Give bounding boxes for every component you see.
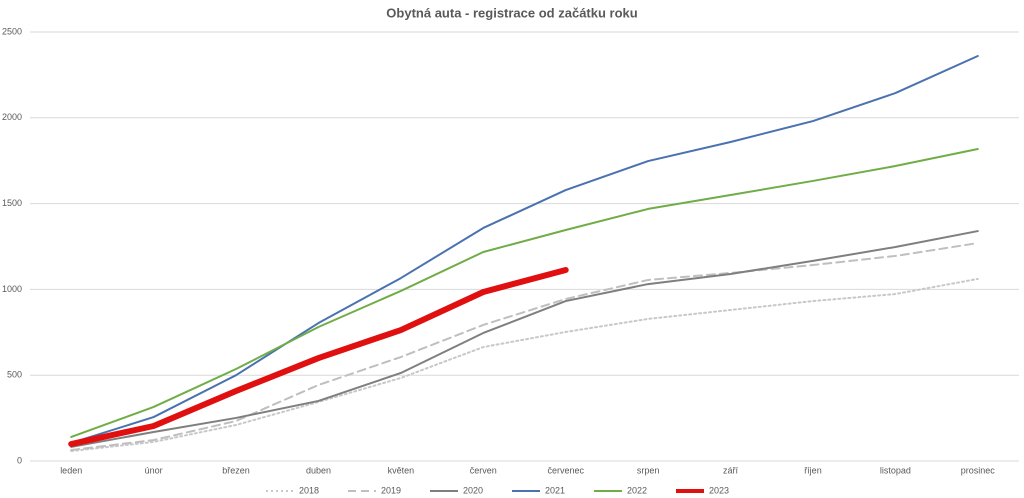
x-tick-label: červen [470,465,497,475]
legend-label: 2018 [299,485,319,495]
x-tick-label: březen [222,465,250,475]
series-line [70,148,979,438]
y-tick-label: 1000 [2,284,22,294]
x-tick-label: leden [60,465,82,475]
x-tick-label: listopad [880,465,911,475]
x-tick-label: únor [145,465,163,475]
series-line [70,230,979,448]
y-tick-label: 0 [17,455,22,465]
legend-label: 2020 [463,485,483,495]
x-tick-label: říjen [804,465,822,475]
x-tick-label: květen [388,465,415,475]
series-line [68,267,569,448]
series-line [70,242,979,452]
x-tick-label: duben [306,465,331,475]
legend-label: 2019 [381,485,401,495]
y-tick-label: 2500 [2,26,22,36]
legend-label: 2021 [545,485,565,495]
legend-label: 2023 [709,485,729,495]
y-tick-label: 2000 [2,112,22,122]
x-tick-label: září [723,465,739,475]
y-tick-label: 500 [7,370,22,380]
series-line [70,277,979,453]
x-tick-label: prosinec [961,465,996,475]
legend-label: 2022 [627,485,647,495]
x-tick-label: srpen [637,465,660,475]
chart-title: Obytná auta - registrace od začátku roku [386,5,637,20]
y-tick-label: 1500 [2,198,22,208]
x-tick-label: červenec [547,465,584,475]
series-line [70,55,979,444]
